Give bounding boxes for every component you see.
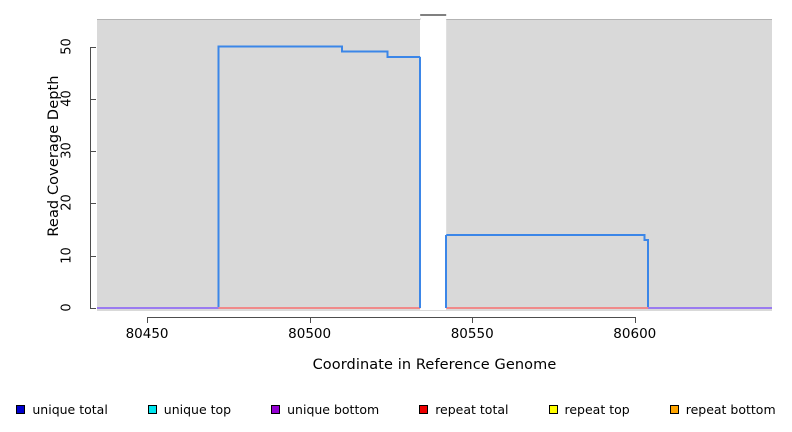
x-axis-tick-label: 80500 xyxy=(288,326,332,342)
x-axis-line xyxy=(147,317,635,318)
legend-label: repeat bottom xyxy=(685,401,776,417)
legend-item-repeat-total[interactable]: repeat total xyxy=(419,401,509,417)
x-axis-tick-label: 80600 xyxy=(613,326,657,342)
legend-swatch-icon xyxy=(147,404,157,414)
plot-panel xyxy=(97,18,772,311)
y-axis-tick xyxy=(90,151,96,153)
y-axis-tick xyxy=(90,203,96,205)
y-axis-tick xyxy=(90,98,96,100)
legend-label: unique total xyxy=(32,401,108,417)
legend-item-repeat-top[interactable]: repeat top xyxy=(548,401,630,417)
x-axis-tick-label: 80450 xyxy=(125,326,169,342)
coverage-gap-region xyxy=(420,19,447,310)
legend-swatch-icon xyxy=(16,404,26,414)
x-axis-tick xyxy=(147,317,149,323)
x-axis-tick xyxy=(309,317,311,323)
y-axis-tick-label: 10 xyxy=(59,246,75,264)
y-axis-tick-label: 0 xyxy=(59,303,75,312)
y-axis-tick-label: 50 xyxy=(59,37,75,55)
gap-top-marker xyxy=(420,18,447,20)
legend-label: unique top xyxy=(163,401,232,417)
y-axis-tick-label: 30 xyxy=(59,142,75,159)
y-axis-tick-label: 40 xyxy=(59,90,75,107)
legend-label: repeat total xyxy=(435,401,509,417)
legend-label: repeat top xyxy=(564,401,630,417)
legend-swatch-icon xyxy=(548,404,558,414)
legend-item-unique-bottom[interactable]: unique bottom xyxy=(271,402,379,417)
legend-swatch-icon xyxy=(669,404,679,414)
x-axis-tick xyxy=(472,317,474,323)
legend-swatch-icon xyxy=(271,404,281,414)
x-axis-tick-label: 80550 xyxy=(450,326,494,342)
legend-item-repeat-bottom[interactable]: repeat bottom xyxy=(669,401,776,417)
y-axis-line xyxy=(90,46,91,308)
x-axis-tick xyxy=(634,317,636,323)
legend-swatch-icon xyxy=(419,404,429,414)
x-axis-title: Coordinate in Reference Genome xyxy=(312,357,557,373)
y-axis-tick-label: 20 xyxy=(59,194,75,212)
gap-top-marker-bar xyxy=(420,14,447,16)
y-axis-tick xyxy=(90,255,96,257)
y-axis-tick xyxy=(90,308,96,309)
legend-label: unique bottom xyxy=(287,401,380,417)
legend-item-unique-top[interactable]: unique top xyxy=(147,401,232,417)
legend-item-unique-total[interactable]: unique total xyxy=(16,401,108,417)
y-axis-tick xyxy=(90,46,96,48)
chart-legend: unique total unique top unique bottom repea… xyxy=(0,398,792,420)
